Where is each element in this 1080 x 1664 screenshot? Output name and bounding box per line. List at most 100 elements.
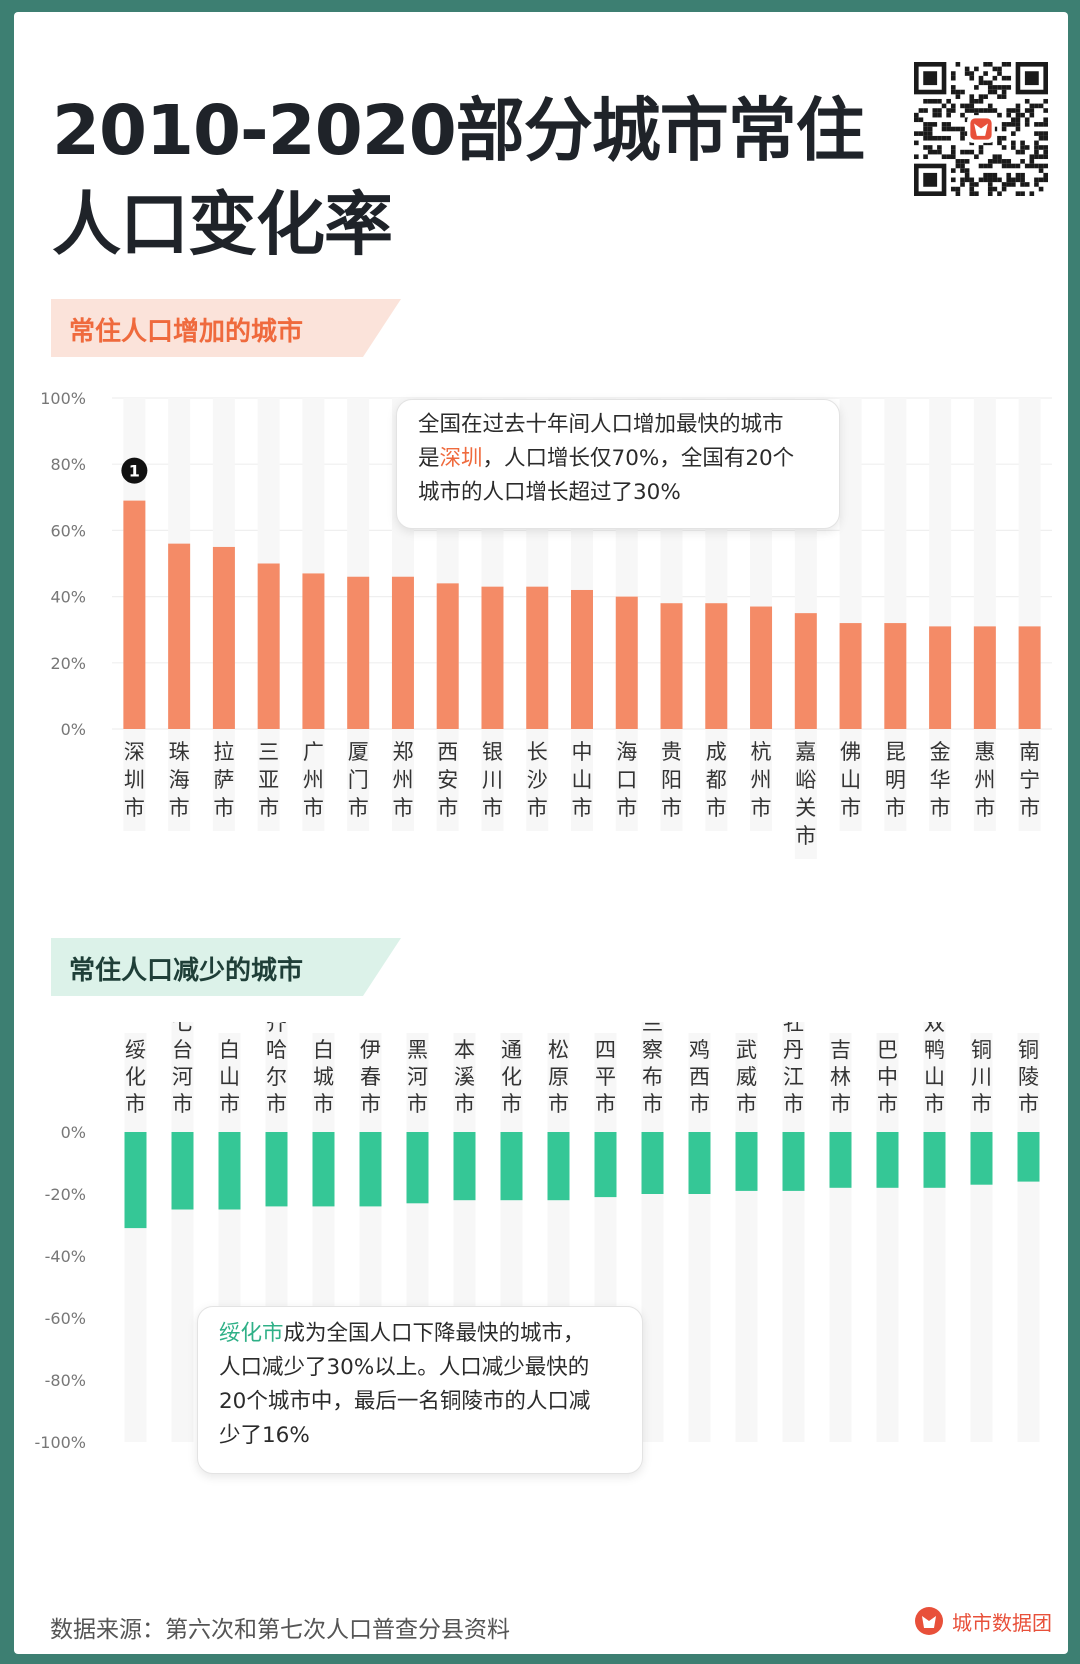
qr-module <box>1043 149 1048 155</box>
x-tick-label: 成 <box>706 740 727 764</box>
qr-module <box>946 98 951 104</box>
qr-module <box>1038 122 1044 127</box>
qr-module <box>987 182 993 187</box>
bar <box>359 1132 382 1207</box>
qr-module <box>923 135 928 141</box>
qr-module <box>950 103 956 109</box>
qr-module <box>992 66 998 72</box>
qr-module <box>932 112 938 118</box>
x-tick-label: 口 <box>616 768 637 792</box>
qr-module <box>1034 145 1039 150</box>
qr-module <box>978 94 984 99</box>
x-tick-label: 市 <box>527 796 548 820</box>
x-tick-label: 川 <box>971 1065 992 1089</box>
qr-module <box>927 135 933 141</box>
x-tick-label: 市 <box>830 1092 851 1116</box>
qr-module <box>1015 126 1021 132</box>
bar-track <box>929 398 952 831</box>
bar <box>168 543 191 729</box>
qr-module <box>987 177 993 183</box>
qr-module <box>1034 103 1039 109</box>
x-tick-label: 布 <box>642 1065 663 1089</box>
x-tick-label: 安 <box>437 768 458 792</box>
x-tick-label: 中 <box>572 740 593 764</box>
x-tick-label: 市 <box>974 796 995 820</box>
qr-module <box>1043 98 1048 104</box>
x-tick-label: 市 <box>313 1092 334 1116</box>
bar <box>688 1132 711 1194</box>
qr-module <box>937 108 942 113</box>
qr-module <box>1001 122 1007 127</box>
y-tick-label: -100% <box>34 1433 86 1452</box>
qr-module <box>983 163 988 169</box>
x-tick-label: 市 <box>885 796 906 820</box>
qr-module <box>914 154 919 160</box>
x-tick-label: 市 <box>454 1092 475 1116</box>
x-tick-label: 市 <box>971 1092 992 1116</box>
section-tag-decrease-label: 常住人口减少的城市 <box>69 956 304 986</box>
qr-module <box>1034 177 1039 183</box>
qr-module <box>1006 108 1012 113</box>
bar-track <box>1018 398 1041 831</box>
qr-module <box>992 126 998 132</box>
qr-module <box>1006 172 1012 178</box>
y-tick-label: -40% <box>45 1247 86 1266</box>
qr-module <box>1001 126 1007 132</box>
qr-module <box>923 154 928 160</box>
bar <box>500 1132 523 1201</box>
qr-module <box>937 112 942 118</box>
bar <box>884 623 907 729</box>
x-tick-label: 峪 <box>795 768 816 792</box>
bar <box>705 603 728 729</box>
qr-module <box>987 80 993 86</box>
qr-module <box>964 159 970 164</box>
qr-module <box>1020 191 1025 196</box>
bar <box>923 1132 946 1188</box>
qr-module <box>974 182 979 187</box>
qr-module <box>1034 182 1039 187</box>
qr-module <box>987 172 993 178</box>
bar <box>641 1132 664 1194</box>
qr-module <box>1011 140 1016 146</box>
bar <box>794 613 817 729</box>
qr-module <box>978 149 984 155</box>
qr-module <box>1020 177 1025 183</box>
qr-module <box>1006 177 1012 183</box>
bar <box>526 586 549 729</box>
qr-module <box>1029 159 1035 164</box>
bar <box>970 1132 993 1185</box>
qr-module <box>955 163 961 169</box>
qr-module <box>974 98 979 104</box>
qr-module <box>1015 149 1021 155</box>
qr-module <box>983 177 988 183</box>
qr-module <box>937 98 942 104</box>
qr-module <box>983 80 988 86</box>
qr-module <box>918 108 924 113</box>
qr-module <box>914 131 919 136</box>
qr-module <box>914 117 919 123</box>
x-tick-label: 齐 <box>266 1022 287 1035</box>
qr-module <box>997 191 1002 196</box>
bar <box>436 583 459 729</box>
qr-module <box>937 145 942 150</box>
x-tick-label: 市 <box>172 1092 193 1116</box>
x-tick-label: 南 <box>1019 740 1040 764</box>
bar <box>218 1132 241 1210</box>
x-tick-label: 市 <box>924 1092 945 1116</box>
increase-note-line-2: 是深圳，人口增长仅70%，全国有20个 <box>418 446 795 471</box>
x-tick-label: 林 <box>830 1065 851 1089</box>
qr-module <box>1024 122 1030 127</box>
qr-module <box>1043 177 1048 183</box>
highlight-shenzhen: 深圳 <box>439 446 483 471</box>
x-tick-label: 市 <box>642 1092 663 1116</box>
qr-module <box>983 94 988 99</box>
qr-module <box>941 122 947 127</box>
qr-module <box>983 71 988 76</box>
qr-module <box>997 112 1002 118</box>
qr-module <box>1020 159 1025 164</box>
bar <box>212 546 235 729</box>
qr-module <box>914 112 919 118</box>
x-tick-label: 七 <box>172 1022 193 1035</box>
x-tick-label: 宁 <box>1019 768 1040 792</box>
qr-module <box>1029 112 1035 118</box>
